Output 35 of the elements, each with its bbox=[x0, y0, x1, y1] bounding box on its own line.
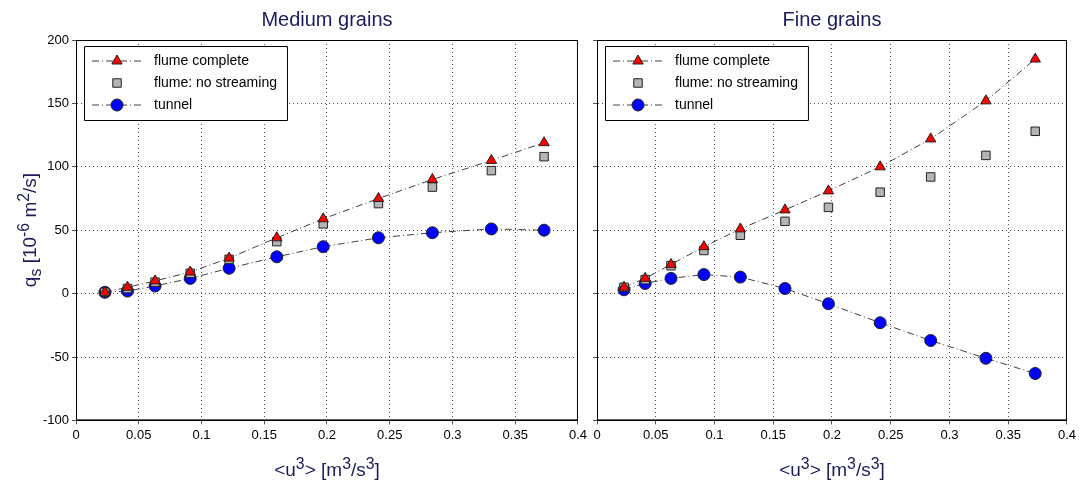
x-axis-title: <u$^{3}$> [m$^{3}$/s$^{3}$] bbox=[274, 455, 380, 482]
x-tick-label: 0.4 bbox=[568, 426, 587, 442]
y-tick-label: -100 bbox=[42, 411, 70, 427]
legend-label: flume: no streaming bbox=[154, 73, 277, 90]
x-tick-label: 0.1 bbox=[705, 426, 724, 442]
x-tick-label: 0.4 bbox=[1057, 426, 1076, 442]
x-tick-label: 0.05 bbox=[643, 426, 669, 442]
y-tick-label: 100 bbox=[47, 158, 70, 174]
x-tick-label: 0.2 bbox=[822, 426, 842, 442]
legend-label: flume: no streaming bbox=[675, 73, 798, 90]
x-tick-label: 0.25 bbox=[377, 426, 403, 442]
x-tick-label: 0.1 bbox=[192, 426, 211, 442]
chart-title: Medium grains bbox=[261, 8, 393, 31]
x-tick-label: 0.2 bbox=[317, 426, 337, 442]
x-tick-label: 0 bbox=[593, 426, 601, 442]
x-tick-label: 0.25 bbox=[878, 426, 904, 442]
y-tick-label: -50 bbox=[50, 348, 70, 364]
y-tick-label: 200 bbox=[47, 31, 70, 47]
x-tick-label: 0 bbox=[72, 426, 80, 442]
legend-label: flume complete bbox=[154, 51, 250, 68]
legend-label: tunnel bbox=[675, 95, 714, 112]
chart-title: Fine grains bbox=[782, 8, 882, 31]
x-tick-label: 0.15 bbox=[760, 426, 786, 442]
x-tick-label: 0.15 bbox=[251, 426, 277, 442]
y-tick-label: 50 bbox=[54, 221, 70, 237]
x-tick-label: 0.3 bbox=[940, 426, 959, 442]
y-tick-label: 0 bbox=[61, 285, 70, 301]
legend-label: tunnel bbox=[154, 95, 193, 112]
legend-label: flume complete bbox=[675, 51, 771, 68]
y-tick-label: 150 bbox=[47, 94, 70, 110]
x-tick-label: 0.35 bbox=[502, 426, 528, 442]
x-tick-label: 0.3 bbox=[443, 426, 462, 442]
x-tick-label: 0.05 bbox=[126, 426, 152, 442]
x-axis-title: <u$^{3}$> [m$^{3}$/s$^{3}$] bbox=[779, 455, 885, 482]
x-tick-label: 0.35 bbox=[995, 426, 1021, 442]
